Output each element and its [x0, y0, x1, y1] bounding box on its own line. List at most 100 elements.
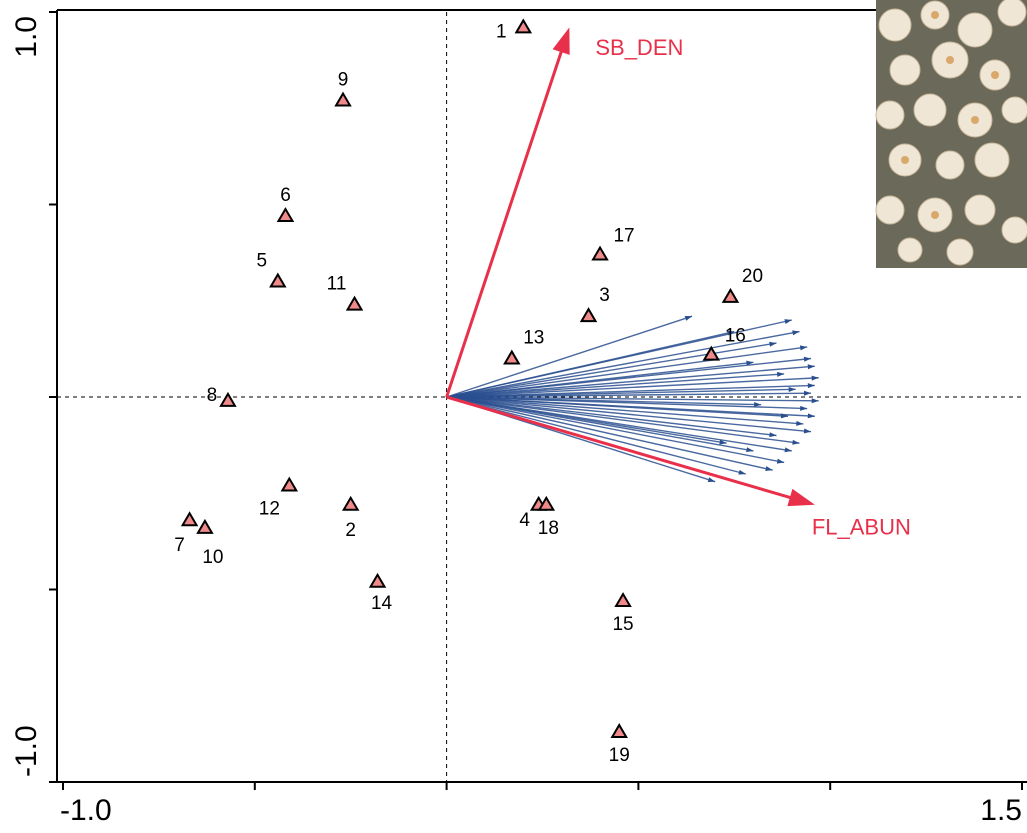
species-vector	[446, 315, 693, 398]
species-vector-head	[784, 447, 792, 453]
species-vector	[446, 330, 735, 398]
species-vector-head	[784, 319, 792, 324]
species-vector-head	[803, 390, 812, 396]
y-tick-label: -1.0	[10, 725, 43, 777]
species-vector	[446, 373, 785, 398]
species-vector	[446, 396, 800, 444]
species-vector-head	[796, 420, 804, 426]
point-label: 20	[742, 266, 763, 287]
species-vector	[446, 396, 819, 402]
species-vector-head	[738, 469, 746, 475]
species-vector-head	[776, 458, 785, 464]
sample-point	[503, 349, 521, 365]
sample-point	[341, 495, 360, 511]
species-vector	[446, 396, 789, 417]
species-vector-head	[807, 383, 815, 389]
sample-point	[219, 391, 237, 407]
species-vector	[446, 388, 796, 398]
point-label: 16	[725, 326, 746, 347]
point-label: 6	[280, 185, 291, 206]
species-vector-head	[684, 315, 693, 321]
point-label: 18	[538, 518, 559, 539]
species-vector-head	[800, 405, 808, 411]
sample-point	[269, 272, 287, 288]
point-label: 2	[345, 520, 356, 541]
species-vector-head	[792, 330, 800, 336]
photo-flowers	[875, 0, 1027, 266]
species-vector	[446, 396, 773, 471]
species-vector	[446, 396, 746, 475]
sample-point	[334, 91, 352, 107]
species-vector	[446, 396, 777, 437]
env-arrow	[446, 395, 795, 501]
env-arrow-head	[552, 27, 570, 55]
sample-point	[614, 592, 632, 608]
species-vector-head	[811, 398, 819, 404]
sample-point	[579, 307, 598, 323]
point-label: 14	[371, 593, 393, 614]
species-vector-head	[754, 402, 762, 408]
species-vector-head	[769, 341, 777, 347]
point-label: 13	[523, 328, 544, 349]
sample-point	[702, 345, 721, 361]
sample-point	[180, 511, 199, 527]
species-vector-head	[807, 413, 815, 419]
sample-point	[280, 476, 299, 492]
species-vector	[446, 396, 727, 444]
point-label: 11	[327, 274, 347, 295]
species-vector	[446, 396, 812, 433]
env-arrow-label: SB_DEN	[595, 35, 683, 60]
sample-point	[514, 18, 533, 34]
species-vector	[446, 365, 815, 398]
species-vector	[446, 396, 804, 425]
species-vector	[446, 346, 808, 398]
env-arrow-label: FL_ABUN	[812, 515, 911, 540]
point-label: 9	[338, 70, 349, 91]
point-label: 19	[609, 745, 630, 766]
x-tick-label: -1.0	[60, 794, 112, 827]
species-vector-head	[769, 432, 777, 438]
y-tick-label: 1.0	[10, 16, 43, 58]
sample-point	[368, 572, 387, 588]
species-vector-head	[792, 439, 800, 445]
point-label: 15	[612, 614, 633, 635]
point-label: 17	[613, 226, 634, 247]
photo-inset	[875, 0, 1027, 268]
species-vector	[446, 361, 754, 398]
species-vector-head	[777, 371, 785, 377]
point-label: 10	[202, 547, 223, 568]
species-vector-head	[807, 364, 815, 370]
point-label: 7	[174, 535, 185, 556]
point-label: 4	[519, 510, 530, 531]
species-vector-head	[726, 330, 735, 336]
species-vector-head	[719, 439, 727, 445]
species-vector-head	[780, 413, 789, 419]
sample-point	[345, 295, 364, 311]
sample-point	[276, 207, 295, 223]
sample-point	[721, 287, 740, 303]
point-label: 12	[259, 499, 280, 520]
point-label: 3	[599, 285, 610, 306]
species-vector	[446, 396, 785, 464]
photo-centers	[901, 11, 999, 219]
species-vector	[446, 396, 762, 406]
point-label: 8	[207, 385, 218, 406]
species-vector-head	[765, 466, 773, 472]
sample-point	[196, 518, 214, 534]
species-vector	[446, 330, 800, 398]
x-tick-label: 1.5	[980, 794, 1022, 827]
sample-point	[537, 495, 556, 511]
species-vector-head	[746, 447, 754, 453]
sample-point	[610, 722, 628, 738]
env-arrow	[445, 47, 564, 398]
species-vector-head	[746, 360, 754, 366]
species-vector	[446, 377, 819, 398]
species-vector	[446, 342, 777, 398]
species-vector-head	[811, 375, 819, 381]
species-vector-head	[788, 386, 796, 392]
point-label: 1	[496, 21, 507, 42]
species-vector-head	[799, 345, 808, 351]
sample-point	[591, 245, 609, 261]
species-vector-head	[803, 428, 812, 434]
